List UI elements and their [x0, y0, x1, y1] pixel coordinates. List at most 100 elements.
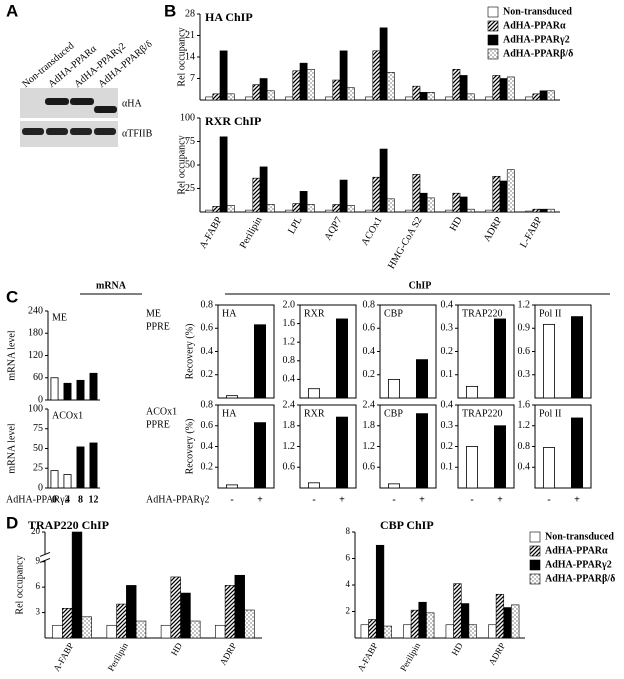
bar [190, 620, 201, 639]
x-tick-label: ACOx1 [359, 215, 384, 247]
chart-title: HA [222, 408, 237, 419]
bar [160, 624, 172, 639]
bar [332, 204, 341, 213]
y-tick-label: 0.4 [201, 441, 214, 452]
x-tick-label: A-FABP [51, 641, 75, 673]
header: ChIP [409, 280, 432, 291]
x-tick-label: + [497, 494, 503, 505]
y-tick-label: 8 [346, 526, 351, 536]
bar [499, 180, 508, 213]
bar [387, 378, 400, 399]
y-tick-label: 60 [33, 372, 43, 383]
y-tick-label: 1.8 [363, 420, 376, 431]
bar [212, 93, 221, 101]
bar [571, 316, 584, 399]
bar [52, 624, 63, 639]
chart-title: TRAP220 [462, 308, 503, 319]
bar [245, 209, 254, 213]
bar [365, 96, 374, 101]
y-tick-label: 4 [346, 579, 351, 589]
bar [426, 92, 435, 101]
legend-label: AdHA-PPARα [503, 20, 566, 31]
header: mRNA [96, 280, 127, 291]
x-tick-label: HMG-CoA S2 [386, 215, 425, 271]
bar [205, 209, 214, 213]
bar [405, 96, 414, 101]
bar [71, 531, 83, 639]
bar [292, 203, 301, 213]
bar [468, 624, 477, 639]
y-tick-label: 2.4 [283, 399, 296, 410]
y-tick-label: 0.1 [441, 462, 454, 473]
bar [375, 544, 385, 639]
bar [379, 27, 388, 101]
x-tick-label: ADRP [487, 641, 508, 667]
blot-band [94, 128, 116, 135]
bar [459, 75, 468, 101]
y-tick-label: 0.6 [363, 462, 376, 473]
bar [511, 604, 520, 639]
y-tick-label: 50 [185, 159, 195, 170]
y-tick-label: 28 [185, 8, 195, 19]
bar [126, 585, 137, 639]
bar [492, 75, 501, 101]
x-tick-label: Perilipin [106, 641, 130, 673]
blot-band [22, 128, 44, 135]
x-tick-label: HD [450, 641, 465, 658]
y-tick-label: 0.6 [201, 323, 214, 334]
bar [493, 425, 506, 489]
bar [365, 209, 374, 213]
x-tick-label: + [257, 494, 263, 505]
bar [372, 176, 381, 213]
y-tick-label: 9 [36, 556, 41, 566]
bar [546, 90, 555, 101]
bar [307, 482, 320, 489]
y-tick-label: 2.0 [283, 299, 296, 310]
y-tick-label: 100 [180, 112, 195, 123]
bar [403, 624, 412, 639]
x-tick-label: ADRP [218, 641, 239, 667]
y-tick-label: 0 [38, 482, 43, 493]
x-tick-label: A-FABP [355, 641, 379, 673]
bar [299, 62, 308, 101]
y-tick-label: 0.8 [201, 299, 214, 310]
bar [81, 616, 92, 639]
bar [306, 204, 315, 213]
bar [76, 379, 85, 401]
x-tick-label: HD [448, 215, 465, 233]
bar [360, 624, 369, 639]
chart-title: HA [222, 308, 237, 319]
y-tick-label: 0.2 [201, 369, 214, 380]
bar [485, 209, 494, 213]
y-tick-label: 180 [28, 328, 43, 339]
x-tick-label: AQP7 [323, 215, 345, 242]
blot-band [70, 128, 92, 135]
bar [63, 382, 72, 401]
bar [419, 92, 428, 101]
row-label: ACOx1 [146, 406, 177, 417]
blot-band [45, 98, 69, 105]
bar [252, 84, 261, 101]
bar [426, 612, 435, 639]
y-tick-label: 1.2 [363, 441, 376, 452]
bar [212, 206, 221, 213]
chart-title: TRAP220 ChIP [28, 518, 109, 532]
bar [368, 619, 377, 639]
bar [506, 76, 515, 101]
x-axis-label: AdHA-PPARγ2 [146, 494, 210, 505]
y-tick-label: 0.4 [518, 462, 531, 473]
bar [459, 196, 468, 213]
bar [245, 96, 254, 101]
bar [252, 177, 261, 213]
bar [346, 87, 355, 101]
x-tick-label: - [547, 494, 550, 505]
chart-title: TRAP220 [462, 408, 503, 419]
legend-swatch [529, 573, 541, 585]
chart-title: CBP [384, 308, 403, 319]
blot-label: αHA [122, 98, 142, 109]
bar [539, 90, 548, 101]
bar [346, 205, 355, 213]
western-blot: Non-transduced AdHA-PPARα AdHA-PPARγ2 Ad… [20, 39, 155, 147]
legend-swatch [487, 34, 499, 46]
